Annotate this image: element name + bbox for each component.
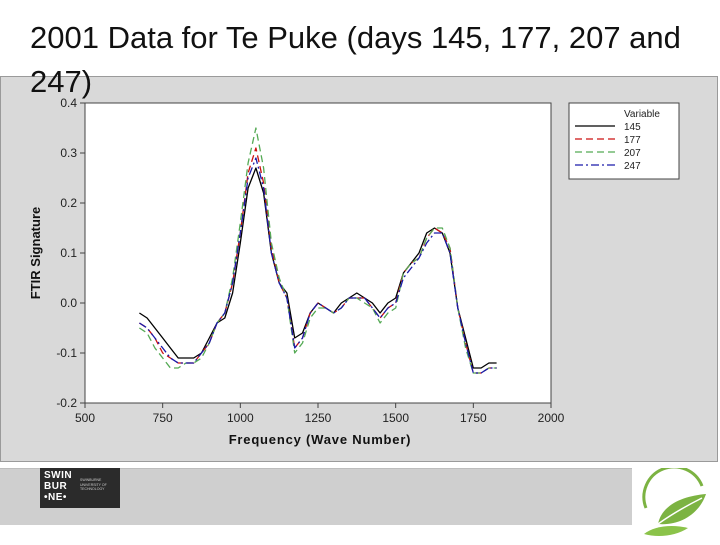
y-tick-label: -0.1	[56, 346, 77, 360]
legend-items: 145 177 207 247	[575, 122, 641, 172]
swinburne-logo-subtext: SWINBURNE UNIVERSITY OF TECHNOLOGY	[80, 478, 107, 491]
ftir-line-chart: 500 750 1000 1250 1500 1750 2000 0.4 0.3 0.2 0.1 0.…	[28, 96, 680, 447]
y-tick-label: 0.2	[60, 196, 77, 210]
swinburne-logo-icon: SWIN BUR •NE• SWINBURNE UNIVERSITY OF TE…	[40, 468, 120, 508]
x-tick-label: 500	[75, 411, 95, 425]
logo-line-1: SWIN	[44, 470, 73, 481]
chart-frame: 500 750 1000 1250 1500 1750 2000 0.4 0.3 0.2 0.1 0.…	[0, 76, 718, 462]
footer: SWIN BUR •NE• SWINBURNE UNIVERSITY OF TE…	[0, 465, 720, 540]
y-tick-label: 0.4	[60, 96, 77, 110]
logo-line-2: BUR	[44, 481, 68, 492]
x-tick-label: 1750	[460, 411, 487, 425]
plot-area	[84, 102, 552, 404]
y-axis-label: FTIR Signature	[28, 207, 43, 299]
legend-label-207: 207	[624, 148, 641, 159]
series-line-207	[139, 127, 497, 374]
series-lines	[139, 127, 497, 374]
footer-band	[0, 468, 720, 525]
x-axis-label: Frequency (Wave Number)	[229, 432, 412, 447]
legend-title: Variable	[624, 109, 660, 120]
swinburne-logo-wordmark: SWIN BUR •NE•	[44, 470, 78, 503]
y-tick-label: 0.3	[60, 146, 77, 160]
legend-label-247: 247	[624, 161, 641, 172]
x-tick-label: 1500	[382, 411, 409, 425]
y-tick-label: 0.1	[60, 246, 77, 260]
logo-line-3: •NE•	[44, 492, 67, 503]
leaf-logo-icon	[632, 465, 720, 540]
x-tick-label: 1250	[305, 411, 332, 425]
legend-box	[568, 102, 680, 180]
x-tick-label: 750	[153, 411, 173, 425]
series-line-247	[139, 157, 497, 374]
legend-label-145: 145	[624, 122, 641, 133]
legend-label-177: 177	[624, 135, 641, 146]
slide-title: 2001 Data for Te Puke (days 145, 177, 20…	[30, 20, 681, 99]
chart-legend: Variable 145 177 207 247	[568, 102, 680, 180]
leaf-logo-graphic	[642, 465, 706, 536]
x-tick-label: 2000	[538, 411, 565, 425]
y-tick-label: 0.0	[60, 296, 77, 310]
y-tick-label: -0.2	[56, 396, 77, 410]
axis-ticks: 500 750 1000 1250 1500 1750 2000 0.4 0.3 0.2 0.1 0.…	[56, 96, 564, 425]
x-tick-label: 1000	[227, 411, 254, 425]
